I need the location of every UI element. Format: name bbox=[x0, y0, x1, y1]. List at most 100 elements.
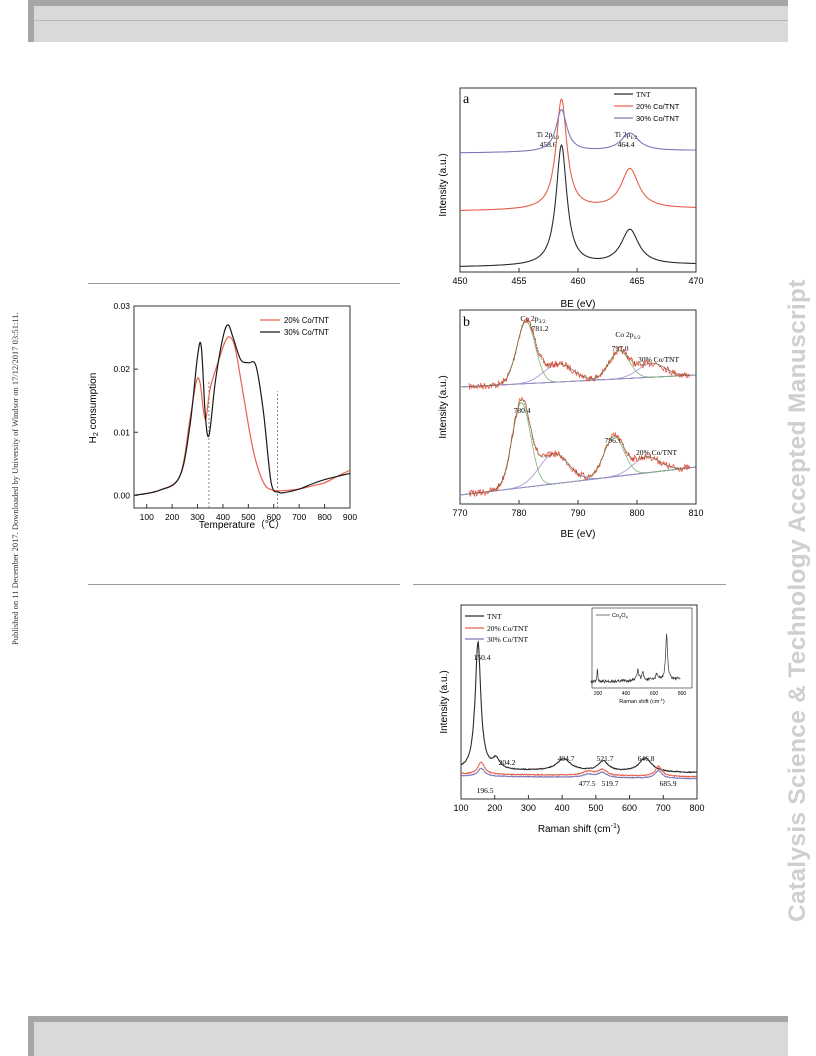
legend-20co: 20% Co/TNT bbox=[636, 102, 680, 111]
inset-tick-800: 800 bbox=[678, 691, 687, 697]
xps-co-component bbox=[459, 436, 696, 496]
x-tick-label: 300 bbox=[190, 512, 204, 522]
x-tick-label: 500 bbox=[588, 803, 603, 813]
x-tick-label: 200 bbox=[487, 803, 502, 813]
raman-inset-legend: Co3O4 bbox=[612, 613, 629, 620]
x-tick-label: 900 bbox=[343, 512, 357, 522]
xps-co-annot-7804: 780.4 bbox=[514, 406, 531, 415]
xps-ti-figure: a TNT 20% Co/TNT 30% Co/TNT Ti 2p3/2 458… bbox=[438, 87, 704, 310]
raman-xlabel: Raman shift (cm-1) bbox=[538, 823, 620, 835]
xps-co-xlabel: BE (eV) bbox=[560, 529, 595, 540]
x-tick-label: 300 bbox=[521, 803, 536, 813]
x-tick-label: 100 bbox=[453, 803, 468, 813]
raman-legend-30co: 30% Co/TNT bbox=[487, 635, 528, 644]
raman-figure: TNT 20% Co/TNT 30% Co/TNT 150.4 204.2 19… bbox=[439, 604, 705, 835]
xps-ti-xticks: 450 455 460 465 470 bbox=[452, 268, 704, 286]
raman-series-line bbox=[460, 761, 697, 778]
divider-left-lower bbox=[88, 584, 400, 585]
x-tick-label: 460 bbox=[570, 276, 585, 286]
y-tick-label: 0.00 bbox=[113, 490, 130, 500]
raman-peak-5217: 521.7 bbox=[597, 754, 614, 763]
raman-peak-4775: 477.5 bbox=[579, 779, 596, 788]
x-tick-label: 500 bbox=[241, 512, 255, 522]
tpr-series-line bbox=[133, 324, 351, 496]
tpr-yticks: 0.00 0.01 0.02 0.03 bbox=[113, 301, 138, 500]
raman-xticks: 100 200 300 400 500 600 700 800 bbox=[453, 795, 705, 813]
x-tick-label: 400 bbox=[216, 512, 230, 522]
divider-left-upper bbox=[88, 283, 400, 284]
xps-ti-ylabel: Intensity (a.u.) bbox=[438, 153, 449, 216]
xps-co-annot-7970: 797.0 bbox=[612, 344, 629, 353]
x-tick-label: 455 bbox=[511, 276, 526, 286]
raman-inset-series-line bbox=[590, 633, 681, 684]
footer-bar bbox=[28, 1016, 788, 1056]
x-tick-label: 700 bbox=[292, 512, 306, 522]
raman-inset-xlabel: Raman shift (cm-1) bbox=[619, 697, 665, 705]
journal-watermark: Catalysis Science & Technology Accepted … bbox=[784, 279, 811, 922]
tpr-legend: 20% Co/TNT 30% Co/TNT bbox=[260, 316, 329, 337]
x-tick-label: 400 bbox=[555, 803, 570, 813]
xps-co-fit-line bbox=[468, 399, 690, 495]
y-tick-label: 0.01 bbox=[113, 427, 130, 437]
x-tick-label: 780 bbox=[511, 508, 526, 518]
tpr-reference-lines bbox=[208, 381, 278, 508]
tpr-legend-30co: 30% Co/TNT bbox=[284, 328, 329, 337]
xps-ti-series-line bbox=[460, 144, 696, 267]
x-tick-label: 800 bbox=[689, 803, 704, 813]
x-tick-label: 470 bbox=[688, 276, 703, 286]
xps-ti-series-line bbox=[460, 108, 696, 154]
xps-ti-legend: TNT 20% Co/TNT 30% Co/TNT bbox=[614, 90, 680, 123]
xps-ti-series-line bbox=[460, 97, 696, 211]
divider-right-lower bbox=[413, 584, 726, 585]
inset-tick-400: 400 bbox=[622, 691, 631, 697]
raman-legend: TNT 20% Co/TNT 30% Co/TNT bbox=[465, 612, 528, 644]
xps-co-curves bbox=[459, 317, 697, 498]
tpr-figure: 100 200 300 400 500 600 700 800 900 0.00 0.01 0.02… bbox=[88, 301, 357, 531]
x-tick-label: 770 bbox=[452, 508, 467, 518]
x-tick-label: 465 bbox=[629, 276, 644, 286]
xps-ti-panel-label: a bbox=[463, 92, 470, 107]
x-tick-label: 450 bbox=[452, 276, 467, 286]
tpr-curves bbox=[133, 324, 351, 496]
tpr-xticks: 100 200 300 400 500 600 700 800 900 bbox=[140, 504, 357, 522]
raman-peak-2042: 204.2 bbox=[499, 758, 516, 767]
legend-tnt: TNT bbox=[636, 90, 651, 99]
xps-co-annot-7812: 781.2 bbox=[532, 324, 549, 333]
raman-peak-6859: 685.9 bbox=[660, 779, 677, 788]
raman-peak-4047: 404.7 bbox=[558, 754, 575, 763]
published-note: Published on 11 December 2017. Downloade… bbox=[10, 312, 20, 645]
tpr-ylabel: H2 consumption bbox=[88, 373, 100, 444]
xps-ti-annot-4644: 464.4 bbox=[618, 140, 635, 149]
xps-co-annot-7961: 796.1 bbox=[605, 436, 622, 445]
xps-co-annot-20co: 20% Co/TNT bbox=[636, 448, 677, 457]
x-tick-label: 800 bbox=[317, 512, 331, 522]
xps-ti-annot-ti2p32: Ti 2p3/2 bbox=[537, 130, 560, 141]
y-tick-label: 0.02 bbox=[113, 364, 130, 374]
x-tick-label: 800 bbox=[629, 508, 644, 518]
xps-ti-curves bbox=[460, 97, 696, 267]
xps-co-xticks: 770 780 790 800 810 bbox=[452, 500, 704, 518]
xps-co-annot-co2p32: Co 2p3/2 bbox=[520, 314, 545, 325]
header-bar bbox=[28, 0, 788, 42]
xps-co-annot-30co: 30% Co/TNT bbox=[638, 355, 679, 364]
raman-series-line bbox=[461, 767, 697, 780]
y-tick-label: 0.03 bbox=[113, 301, 130, 311]
raman-curves bbox=[460, 640, 697, 780]
xps-co-figure: b Co 2p3/2 781.2 Co 2p1/2 797.0 30% Co/T… bbox=[438, 309, 704, 540]
raman-peak-1965: 196.5 bbox=[477, 786, 494, 795]
raman-legend-tnt: TNT bbox=[487, 612, 502, 621]
tpr-xlabel: Temperature（℃） bbox=[199, 519, 285, 531]
x-tick-label: 700 bbox=[656, 803, 671, 813]
xps-ti-xlabel: BE (eV) bbox=[560, 299, 595, 310]
raman-inset-curve bbox=[590, 633, 681, 684]
xps-co-annot-co2p12: Co 2p1/2 bbox=[615, 330, 640, 341]
x-tick-label: 600 bbox=[622, 803, 637, 813]
raman-ylabel: Intensity (a.u.) bbox=[439, 670, 450, 733]
raman-frame bbox=[460, 604, 698, 800]
xps-co-fit-line bbox=[468, 319, 690, 387]
x-tick-label: 790 bbox=[570, 508, 585, 518]
x-tick-label: 200 bbox=[165, 512, 179, 522]
xps-co-ylabel: Intensity (a.u.) bbox=[438, 375, 449, 438]
raman-peak-5197: 519.7 bbox=[602, 779, 619, 788]
x-tick-label: 810 bbox=[688, 508, 703, 518]
